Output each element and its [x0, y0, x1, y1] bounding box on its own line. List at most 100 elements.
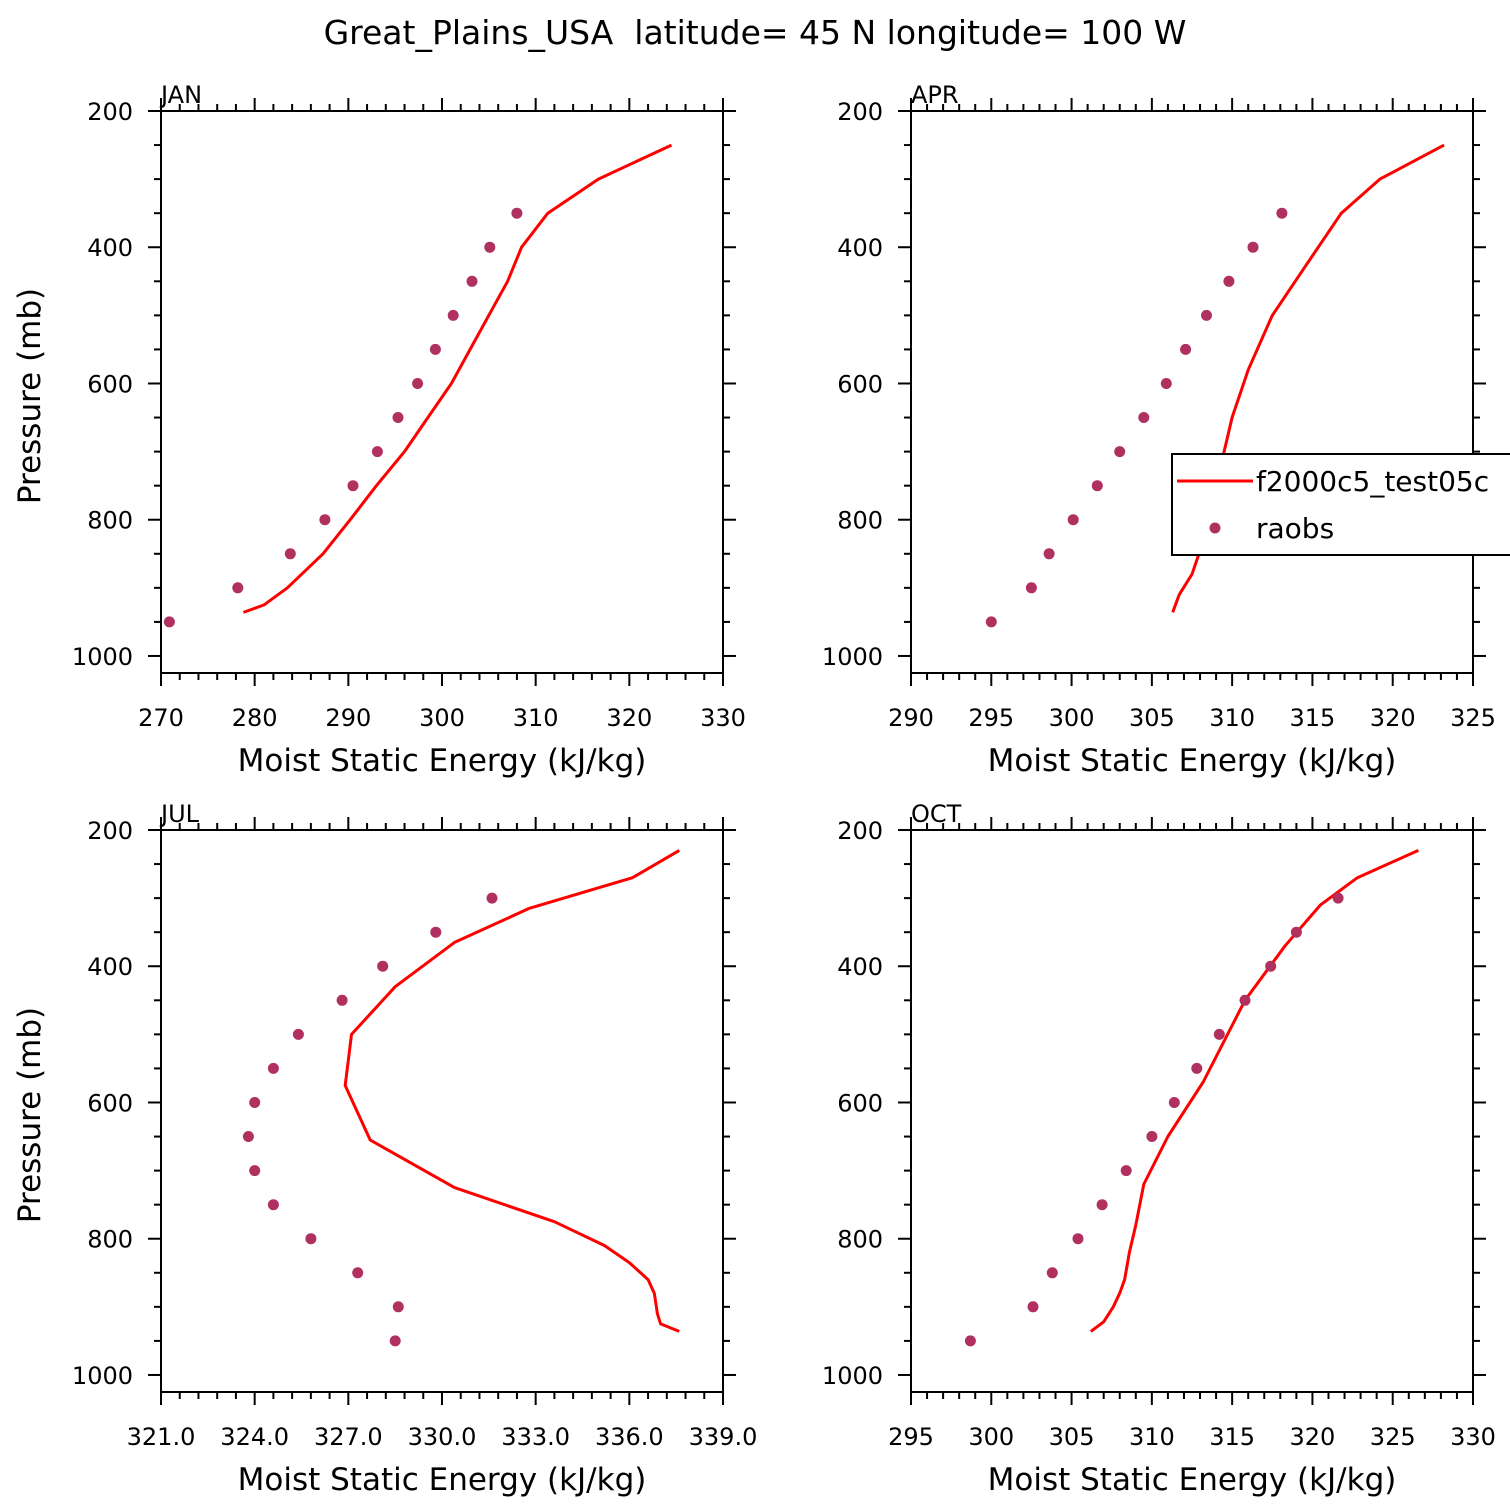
legend-entry-label: raobs	[1256, 512, 1334, 545]
raobs-point	[1160, 378, 1172, 389]
x-tick-label: 320	[1290, 1423, 1336, 1451]
raobs-point	[1247, 241, 1259, 253]
y-tick-label: 800	[87, 1226, 133, 1254]
raobs-point	[1290, 926, 1302, 938]
raobs-point	[1180, 343, 1192, 355]
x-tick-label: 270	[138, 704, 184, 732]
raobs-point	[1265, 960, 1277, 972]
y-tick-label: 600	[837, 370, 883, 398]
raobs-point	[1276, 207, 1288, 219]
raobs-point	[1091, 480, 1103, 492]
x-tick-label: 333.0	[501, 1423, 570, 1451]
raobs-point	[232, 582, 244, 594]
raobs-point	[511, 207, 523, 219]
y-tick-label: 800	[837, 507, 883, 535]
x-tick-label: 315	[1290, 704, 1336, 732]
panel-label: APR	[911, 81, 959, 109]
panel-apr: APR 290 295 300 305 310 315 320 325 200 400 600 800 1…	[822, 81, 1496, 779]
raobs-point	[466, 275, 478, 287]
y-tick-label: 600	[87, 370, 133, 398]
raobs-point	[392, 412, 404, 423]
plot-frame	[910, 829, 1474, 1393]
x-tick-label: 315	[1209, 1423, 1255, 1451]
raobs-point	[1025, 582, 1037, 594]
x-tick-label: 295	[968, 704, 1014, 732]
y-tick-label: 600	[837, 1089, 883, 1117]
plot-frame	[160, 829, 724, 1393]
x-tick-label: 305	[1049, 1423, 1095, 1451]
model-profile-line	[242, 143, 673, 614]
x-tick-label: 339.0	[689, 1423, 758, 1451]
raobs-point	[1043, 548, 1055, 560]
raobs-point	[1223, 275, 1235, 287]
y-tick-label: 400	[837, 953, 883, 981]
x-tick-label: 310	[1129, 1423, 1175, 1451]
x-tick-label: 336.0	[595, 1423, 664, 1451]
y-tick-label: 200	[837, 98, 883, 126]
y-tick-label: 200	[87, 817, 133, 845]
raobs-point	[267, 1062, 279, 1074]
x-tick-label: 325	[1450, 704, 1496, 732]
x-axis-label: Moist Static Energy (kJ/kg)	[988, 1462, 1397, 1498]
x-tick-label: 300	[1049, 704, 1095, 732]
y-axis-label: Pressure (mb)	[12, 1007, 48, 1223]
raobs-point	[392, 1301, 404, 1313]
x-tick-label: 280	[232, 704, 278, 732]
raobs-point	[1046, 1267, 1058, 1279]
x-tick-label: 310	[1209, 704, 1255, 732]
raobs-point	[484, 241, 496, 253]
panel-oct: OCT 295 300 305 310 315 320 325 330 200 400 600 800 1…	[822, 800, 1496, 1498]
raobs-point	[284, 548, 296, 560]
x-tick-label: 300	[968, 1423, 1014, 1451]
y-tick-label: 1000	[822, 643, 883, 671]
raobs-point	[305, 1233, 317, 1245]
raobs-point	[1146, 1131, 1158, 1142]
raobs-point	[1096, 1199, 1108, 1211]
legend-marker-swatch	[1209, 522, 1221, 534]
x-axis-label: Moist Static Energy (kJ/kg)	[238, 743, 647, 779]
y-tick-label: 400	[837, 234, 883, 262]
y-tick-label: 600	[87, 1089, 133, 1117]
x-tick-label: 325	[1370, 1423, 1416, 1451]
raobs-point	[1138, 412, 1150, 423]
raobs-point	[1191, 1062, 1203, 1074]
y-tick-label: 1000	[822, 1362, 883, 1390]
y-axis-label: Pressure (mb)	[12, 288, 48, 504]
raobs-point	[292, 1028, 304, 1040]
x-tick-label: 290	[888, 704, 934, 732]
x-tick-label: 295	[888, 1423, 934, 1451]
raobs-point	[1201, 309, 1212, 321]
x-tick-label: 321.0	[127, 1423, 196, 1451]
y-tick-label: 400	[87, 234, 133, 262]
x-tick-label: 324.0	[220, 1423, 289, 1451]
y-tick-label: 800	[87, 507, 133, 535]
x-tick-label: 310	[513, 704, 559, 732]
raobs-point	[347, 480, 359, 492]
raobs-point	[429, 343, 441, 355]
raobs-point	[1332, 892, 1344, 904]
y-tick-label: 200	[87, 98, 133, 126]
plot-frame	[160, 110, 724, 674]
raobs-point	[447, 309, 459, 321]
raobs-point	[352, 1267, 364, 1279]
raobs-point	[985, 616, 997, 628]
raobs-point	[1114, 446, 1126, 458]
x-tick-label: 327.0	[314, 1423, 383, 1451]
x-tick-label: 330.0	[408, 1423, 477, 1451]
x-tick-label: 330	[700, 704, 746, 732]
raobs-point	[371, 446, 383, 458]
raobs-point	[336, 994, 348, 1006]
raobs-point	[163, 616, 175, 628]
panel-label: OCT	[911, 800, 962, 828]
raobs-point	[1072, 1233, 1084, 1245]
raobs-point	[267, 1199, 279, 1211]
raobs-point	[1168, 1097, 1180, 1108]
model-profile-line	[343, 849, 681, 1333]
y-tick-label: 200	[837, 817, 883, 845]
series-group	[985, 143, 1445, 628]
